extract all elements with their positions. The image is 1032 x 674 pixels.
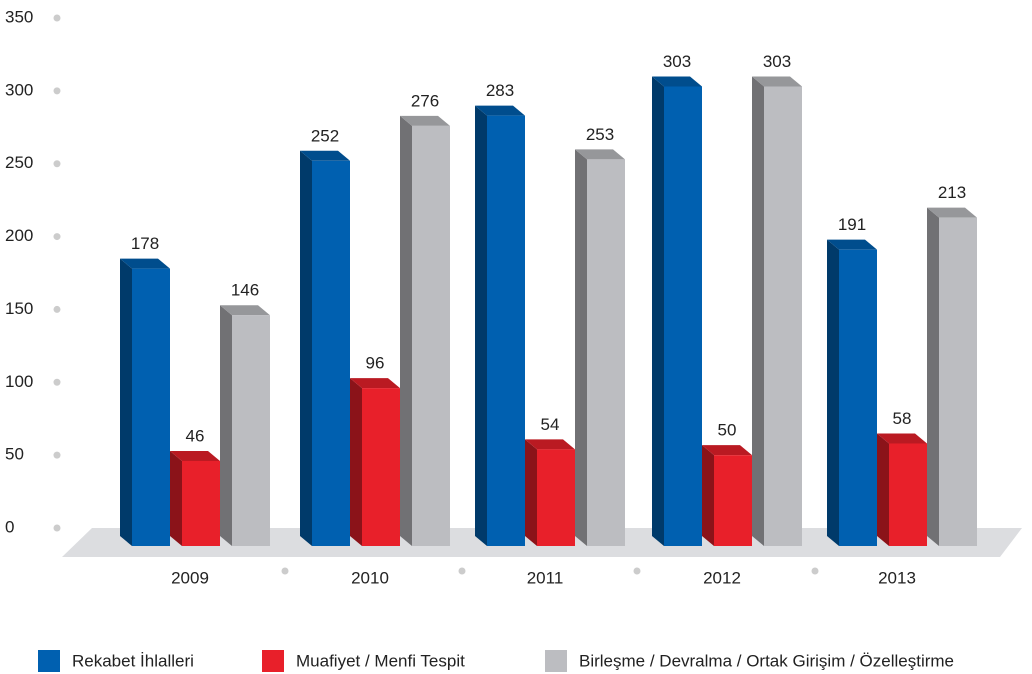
y-tick-label: 300 — [5, 80, 33, 99]
x-tick-label: 2009 — [171, 568, 209, 587]
bar-side — [877, 433, 889, 546]
bar-side — [752, 76, 764, 546]
value-label: 283 — [486, 81, 514, 100]
bar-top — [525, 439, 575, 450]
y-tick-label: 150 — [5, 299, 33, 318]
bar — [537, 449, 575, 546]
bar-side — [652, 76, 664, 546]
bar-top — [120, 258, 170, 269]
bar — [889, 443, 927, 546]
y-tick — [53, 14, 61, 22]
bar-top — [350, 378, 400, 389]
y-tick-label: 50 — [5, 445, 24, 464]
legend-swatch — [38, 650, 60, 672]
value-label: 252 — [311, 126, 339, 145]
x-separators — [281, 567, 819, 575]
value-label: 96 — [366, 354, 385, 373]
legend-label: Birleşme / Devralma / Ortak Girişim / Öz… — [579, 651, 954, 670]
bar-top — [575, 149, 625, 160]
bar-top — [827, 239, 877, 250]
bar-top — [400, 115, 450, 126]
value-label: 54 — [541, 415, 560, 434]
value-label: 276 — [411, 91, 439, 110]
y-tick-label: 350 — [5, 7, 33, 26]
x-tick-label: 2012 — [703, 568, 741, 587]
bar-side — [927, 207, 939, 546]
bar — [182, 460, 220, 546]
bar — [232, 315, 270, 546]
bar-side — [475, 105, 487, 546]
bar-side — [827, 239, 839, 546]
value-label: 50 — [718, 421, 737, 440]
value-label: 58 — [893, 409, 912, 428]
bar-side — [525, 439, 537, 546]
bar — [664, 86, 702, 546]
bar-side — [300, 150, 312, 547]
x-tick-label: 2013 — [878, 568, 916, 587]
bar — [839, 249, 877, 546]
y-tick — [53, 451, 61, 459]
legend-swatch — [545, 650, 567, 672]
bar — [312, 160, 350, 547]
bar-top — [475, 105, 525, 116]
bar-top — [220, 305, 270, 316]
bar — [587, 159, 625, 547]
legend-swatch — [262, 650, 284, 672]
y-tick-label: 0 — [5, 517, 14, 536]
bar — [132, 268, 170, 546]
value-label: 213 — [938, 183, 966, 202]
value-label: 191 — [838, 215, 866, 234]
value-label: 46 — [186, 426, 205, 445]
bar — [714, 455, 752, 546]
y-tick-label: 250 — [5, 153, 33, 172]
bar-top — [752, 76, 802, 87]
bar-side — [400, 115, 412, 546]
y-tick — [53, 87, 61, 95]
bar-side — [170, 450, 182, 546]
y-tick — [53, 305, 61, 313]
bar — [487, 115, 525, 546]
bar — [764, 86, 802, 546]
bar-top — [702, 445, 752, 456]
value-label: 303 — [763, 52, 791, 71]
bar-top — [927, 207, 977, 218]
bar-side — [575, 149, 587, 547]
bar — [362, 388, 400, 546]
x-tick-label: 2011 — [527, 568, 564, 587]
bar-top — [300, 150, 350, 161]
y-tick — [53, 378, 61, 386]
bar-top — [877, 433, 927, 444]
y-tick — [53, 524, 61, 532]
bar — [939, 217, 977, 546]
value-label: 303 — [663, 52, 691, 71]
bar-side — [120, 258, 132, 546]
x-tick-label: 2010 — [351, 568, 389, 587]
legend-label: Muafiyet / Menfi Tespit — [296, 651, 465, 670]
bar — [412, 125, 450, 546]
y-tick-label: 100 — [5, 372, 33, 391]
legend-label: Rekabet İhlalleri — [72, 651, 194, 670]
value-label: 178 — [131, 234, 159, 253]
value-label: 146 — [231, 281, 259, 300]
bar-side — [350, 378, 362, 546]
bar-top — [170, 450, 220, 461]
bar-side — [702, 445, 714, 546]
y-tick — [53, 233, 61, 241]
value-label: 253 — [586, 125, 614, 144]
bar-top — [652, 76, 702, 87]
y-tick — [53, 160, 61, 168]
y-tick-label: 200 — [5, 226, 33, 245]
bar-side — [220, 305, 232, 546]
